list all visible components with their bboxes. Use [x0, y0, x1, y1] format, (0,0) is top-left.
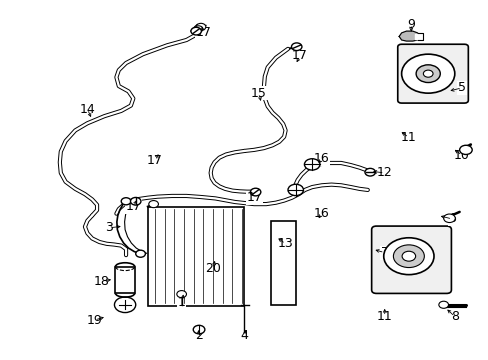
Text: 11: 11: [400, 131, 416, 144]
Circle shape: [130, 197, 141, 205]
Text: 3: 3: [105, 221, 113, 234]
Text: 9: 9: [407, 18, 414, 31]
Text: 12: 12: [376, 166, 392, 179]
Text: 17: 17: [246, 191, 262, 204]
Bar: [270, 221, 296, 305]
Text: 6: 6: [447, 212, 455, 225]
Circle shape: [121, 198, 131, 205]
Circle shape: [383, 238, 433, 275]
Text: 11: 11: [376, 310, 392, 323]
Circle shape: [194, 26, 203, 32]
Text: 2: 2: [194, 329, 202, 342]
Text: 19: 19: [86, 314, 102, 327]
Text: 7: 7: [380, 246, 388, 259]
Text: 5: 5: [457, 81, 465, 94]
FancyBboxPatch shape: [397, 44, 468, 103]
Circle shape: [136, 250, 145, 257]
Circle shape: [304, 159, 319, 170]
Text: 17: 17: [195, 26, 211, 39]
Text: 13: 13: [277, 237, 293, 250]
FancyBboxPatch shape: [371, 226, 450, 293]
Text: 20: 20: [205, 262, 221, 275]
Circle shape: [401, 54, 454, 93]
Circle shape: [443, 214, 454, 222]
Circle shape: [459, 145, 471, 154]
Circle shape: [438, 301, 447, 308]
Circle shape: [393, 245, 424, 267]
Circle shape: [287, 184, 303, 195]
Bar: [115, 267, 135, 293]
Circle shape: [148, 201, 158, 208]
Bar: [147, 207, 244, 306]
Circle shape: [196, 23, 205, 31]
Polygon shape: [398, 31, 419, 41]
Text: 18: 18: [94, 275, 110, 288]
Circle shape: [114, 297, 136, 312]
Text: 4: 4: [240, 329, 248, 342]
Circle shape: [193, 325, 204, 334]
Text: 17: 17: [147, 154, 163, 167]
Text: 14: 14: [80, 103, 95, 116]
Circle shape: [291, 43, 301, 50]
Text: 16: 16: [313, 152, 329, 165]
Text: 10: 10: [453, 149, 469, 162]
Circle shape: [415, 65, 439, 82]
Circle shape: [401, 251, 415, 261]
Text: 1: 1: [177, 296, 185, 309]
Circle shape: [190, 27, 201, 35]
Text: 17: 17: [291, 49, 307, 62]
Text: 15: 15: [250, 87, 266, 100]
Circle shape: [177, 291, 186, 298]
Circle shape: [364, 168, 375, 176]
Text: 16: 16: [313, 207, 329, 220]
Text: 17: 17: [125, 200, 141, 213]
Circle shape: [250, 188, 260, 196]
Text: 8: 8: [450, 310, 458, 323]
Circle shape: [423, 70, 432, 77]
